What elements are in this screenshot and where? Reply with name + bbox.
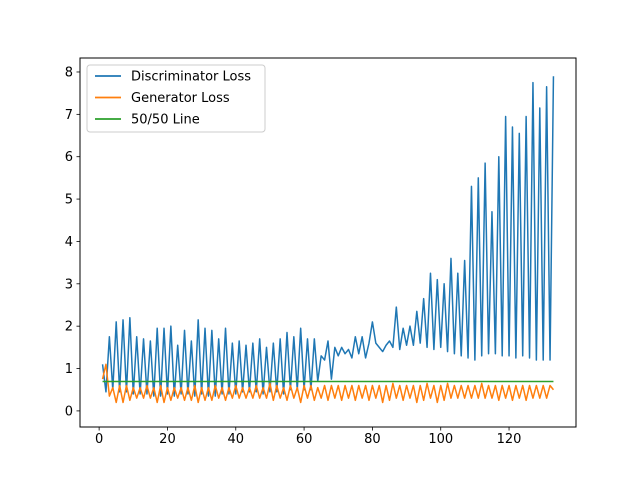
y-tick-label: 7 — [65, 108, 73, 123]
y-tick-label: 5 — [65, 193, 73, 208]
y-tick-label: 2 — [65, 320, 73, 335]
y-tick-label: 6 — [65, 150, 73, 165]
x-tick-label: 80 — [364, 432, 381, 447]
y-tick-label: 4 — [65, 235, 73, 250]
x-tick-label: 60 — [296, 432, 313, 447]
legend-box — [86, 64, 266, 133]
x-tick-label: 40 — [227, 432, 244, 447]
series-line-2 — [101, 363, 555, 404]
x-tick-label: 120 — [497, 432, 522, 447]
legend-label-1: Discriminator Loss — [131, 70, 251, 85]
y-tick-label: 1 — [65, 362, 73, 377]
legend: Discriminator Loss Generator Loss 50/50 Li… — [86, 64, 266, 133]
plot-area-frame — [79, 57, 577, 428]
x-tick-label: 20 — [159, 432, 176, 447]
y-tick-label: 3 — [65, 277, 73, 292]
series-line-1 — [101, 76, 555, 397]
y-tick-label: 8 — [65, 65, 73, 80]
legend-label-3: 50/50 Line — [131, 113, 200, 128]
x-tick-label: 100 — [428, 432, 453, 447]
y-tick-label: 0 — [65, 404, 73, 419]
x-tick-label: 0 — [95, 432, 103, 447]
legend-label-2: Generator Loss — [131, 91, 230, 106]
